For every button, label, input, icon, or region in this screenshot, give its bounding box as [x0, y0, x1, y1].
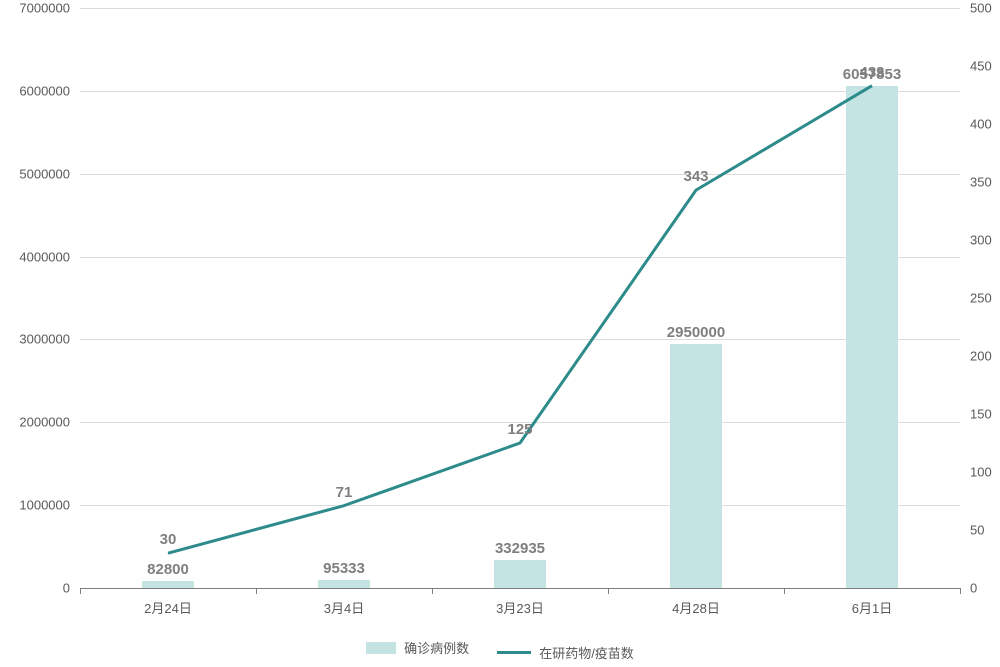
y-left-tick-label: 5000000	[0, 166, 70, 181]
line-path	[168, 86, 872, 553]
y-left-tick-label: 3000000	[0, 332, 70, 347]
bar-value-label: 95333	[323, 560, 365, 577]
line-value-label: 71	[336, 484, 353, 501]
x-tick	[784, 588, 785, 594]
x-tick	[608, 588, 609, 594]
y-right-tick-label: 500	[970, 1, 992, 16]
x-tick-label: 6月1日	[852, 598, 892, 617]
x-tick	[960, 588, 961, 594]
legend-swatch-bar-icon	[366, 642, 396, 654]
x-tick	[256, 588, 257, 594]
y-right-tick-label: 200	[970, 349, 992, 364]
y-left-tick-label: 7000000	[0, 1, 70, 16]
legend-item: 在研药物/疫苗数	[497, 643, 634, 662]
y-left-tick-label: 1000000	[0, 498, 70, 513]
x-tick-label: 2月24日	[144, 598, 192, 617]
legend: 确诊病例数 在研药物/疫苗数	[0, 638, 1000, 662]
bar-value-label: 332935	[495, 540, 545, 557]
line-value-label: 343	[683, 168, 708, 185]
y-right-tick-label: 100	[970, 465, 992, 480]
legend-label: 确诊病例数	[404, 638, 469, 657]
x-tick	[80, 588, 81, 594]
y-left-tick-label: 4000000	[0, 249, 70, 264]
chart-container: 确诊病例数在研药物/疫苗数 01000000200000030000004000…	[0, 0, 1000, 667]
y-right-tick-label: 300	[970, 233, 992, 248]
x-tick-label: 4月28日	[672, 598, 720, 617]
y-right-tick-label: 450	[970, 59, 992, 74]
y-right-tick-label: 350	[970, 175, 992, 190]
bar-value-label: 82800	[147, 561, 189, 578]
y-right-tick-label: 250	[970, 291, 992, 306]
bar-value-label: 2950000	[667, 324, 725, 341]
legend-item: 确诊病例数	[366, 638, 469, 657]
y-right-tick-label: 400	[970, 117, 992, 132]
line-value-label: 125	[507, 421, 532, 438]
line-value-label: 30	[160, 531, 177, 548]
x-tick-label: 3月23日	[496, 598, 544, 617]
line-series	[80, 8, 960, 588]
y-left-tick-label: 6000000	[0, 83, 70, 98]
y-left-tick-label: 2000000	[0, 415, 70, 430]
y-right-tick-label: 150	[970, 407, 992, 422]
plot-area	[80, 8, 960, 588]
x-axis	[80, 588, 960, 589]
y-right-tick-label: 50	[970, 523, 984, 538]
x-tick	[432, 588, 433, 594]
x-tick-label: 3月4日	[324, 598, 364, 617]
legend-swatch-line-icon	[497, 651, 531, 654]
y-right-tick-label: 0	[970, 581, 977, 596]
line-value-label: 433	[859, 64, 884, 81]
y-left-tick-label: 0	[0, 581, 70, 596]
legend-label: 在研药物/疫苗数	[539, 643, 634, 662]
